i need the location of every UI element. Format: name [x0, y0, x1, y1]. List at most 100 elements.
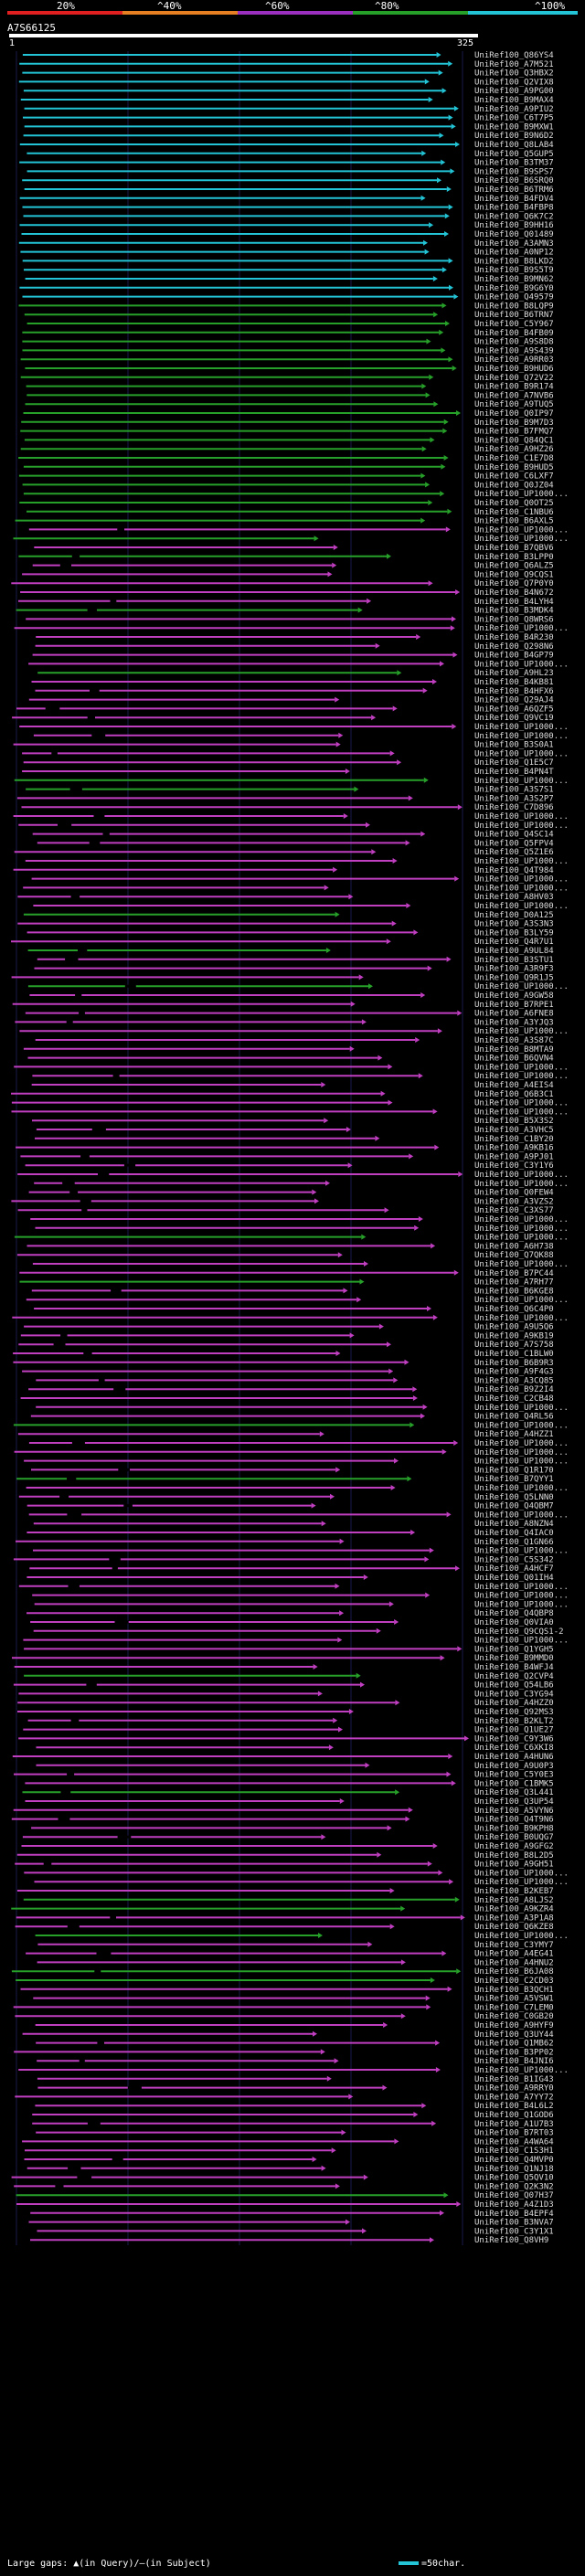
hit-label[interactable]: UniRef100_UP1000... — [474, 857, 569, 866]
hit-label[interactable]: UniRef100_UP1000... — [474, 1448, 569, 1458]
hit-label[interactable]: UniRef100_A7RH77 — [474, 1278, 554, 1288]
hit-label[interactable]: UniRef100_Q9CQS1 — [474, 570, 554, 579]
hit-label[interactable]: UniRef100_B4FDV4 — [474, 195, 554, 204]
hit-label[interactable]: UniRef100_A9HYF9 — [474, 2021, 554, 2030]
hit-label[interactable]: UniRef100_A9KB16 — [474, 1144, 554, 1153]
hit-label[interactable]: UniRef100_B9HH16 — [474, 221, 554, 230]
hit-label[interactable]: UniRef100_UP1000... — [474, 1637, 569, 1646]
hit-label[interactable]: UniRef100_B4L6L2 — [474, 2102, 554, 2111]
hit-label[interactable]: UniRef100_B3PP02 — [474, 2048, 554, 2057]
hit-label[interactable]: UniRef100_B6TRM6 — [474, 186, 554, 195]
hit-label[interactable]: UniRef100_B9MMD0 — [474, 1654, 554, 1663]
hit-label[interactable]: UniRef100_Q1GOD6 — [474, 2111, 554, 2120]
hit-label[interactable]: UniRef100_Q4T9N6 — [474, 1816, 554, 1825]
hit-label[interactable]: UniRef100_UP1000... — [474, 1171, 569, 1180]
hit-label[interactable]: UniRef100_B4JNI6 — [474, 2057, 554, 2066]
hit-label[interactable]: UniRef100_Q1NJ18 — [474, 2165, 554, 2174]
hit-label[interactable]: UniRef100_A1U7B3 — [474, 2120, 554, 2129]
hit-label[interactable]: UniRef100_B6SRQ0 — [474, 176, 554, 186]
hit-label[interactable]: UniRef100_UP1000... — [474, 660, 569, 669]
hit-label[interactable]: UniRef100_UP1000... — [474, 982, 569, 991]
hit-label[interactable]: UniRef100_B4LYH4 — [474, 598, 554, 607]
hit-label[interactable]: UniRef100_Q5FPV4 — [474, 839, 554, 848]
hit-label[interactable]: UniRef100_Q7P0Y0 — [474, 579, 554, 588]
hit-label[interactable]: UniRef100_UP1000... — [474, 1099, 569, 1108]
hit-label[interactable]: UniRef100_Q6B3C1 — [474, 1090, 554, 1099]
hit-label[interactable]: UniRef100_A6QZF5 — [474, 705, 554, 714]
hit-label[interactable]: UniRef100_A3S2P7 — [474, 794, 554, 803]
hit-label[interactable]: UniRef100_Q5GUP5 — [474, 150, 554, 159]
hit-label[interactable]: UniRef100_C5Y967 — [474, 320, 554, 329]
hit-label[interactable]: UniRef100_Q29AJ4 — [474, 696, 554, 705]
hit-label[interactable]: UniRef100_A9RRY0 — [474, 2084, 554, 2094]
hit-label[interactable]: UniRef100_A9KZR4 — [474, 1905, 554, 1914]
hit-label[interactable]: UniRef100_Q5QV10 — [474, 2174, 554, 2183]
hit-label[interactable]: UniRef100_UP1000... — [474, 1592, 569, 1601]
hit-label[interactable]: UniRef100_Q0JZ04 — [474, 481, 554, 490]
hit-label[interactable]: UniRef100_UP1000... — [474, 1878, 569, 1887]
hit-label[interactable]: UniRef100_B4FB09 — [474, 329, 554, 338]
hit-label[interactable]: UniRef100_B9M7D3 — [474, 419, 554, 428]
hit-label[interactable]: UniRef100_C7D896 — [474, 803, 554, 812]
hit-label[interactable]: UniRef100_UP1000... — [474, 525, 569, 535]
hit-label[interactable]: UniRef100_Q7QK88 — [474, 1251, 554, 1260]
hit-label[interactable]: UniRef100_Q5LNN0 — [474, 1493, 554, 1502]
hit-label[interactable]: UniRef100_Q07H37 — [474, 2191, 554, 2200]
hit-label[interactable]: UniRef100_C1BY20 — [474, 1135, 554, 1144]
hit-label[interactable]: UniRef100_Q1E5C7 — [474, 758, 554, 768]
hit-label[interactable]: UniRef100_A9GH51 — [474, 1860, 554, 1870]
hit-label[interactable]: UniRef100_UP1000... — [474, 1314, 569, 1323]
hit-label[interactable]: UniRef100_A3VHC5 — [474, 1126, 554, 1135]
hit-label[interactable]: UniRef100_UP1000... — [474, 1180, 569, 1189]
hit-label[interactable]: UniRef100_Q4IAC0 — [474, 1529, 554, 1538]
hit-label[interactable]: UniRef100_C1BMK5 — [474, 1779, 554, 1788]
hit-label[interactable]: UniRef100_A8LJS2 — [474, 1896, 554, 1905]
hit-label[interactable]: UniRef100_B1IG43 — [474, 2075, 554, 2084]
hit-label[interactable]: UniRef100_C3YMY7 — [474, 1941, 554, 1950]
hit-label[interactable]: UniRef100_C5Y0E3 — [474, 1771, 554, 1780]
hit-label[interactable]: UniRef100_UP1000... — [474, 1260, 569, 1269]
hit-label[interactable]: UniRef100_UP1000... — [474, 777, 569, 786]
hit-label[interactable]: UniRef100_B8LQP9 — [474, 302, 554, 311]
hit-label[interactable]: UniRef100_Q6C4P0 — [474, 1305, 554, 1314]
hit-label[interactable]: UniRef100_A9U0P3 — [474, 1762, 554, 1771]
hit-label[interactable]: UniRef100_B6JA08 — [474, 1967, 554, 1977]
hit-label[interactable]: UniRef100_Q4QBM7 — [474, 1502, 554, 1511]
hit-label[interactable]: UniRef100_A4Z1D3 — [474, 2200, 554, 2210]
hit-label[interactable]: UniRef100_A9TUQ5 — [474, 400, 554, 409]
hit-label[interactable]: UniRef100_A7S758 — [474, 1341, 554, 1350]
hit-label[interactable]: UniRef100_C5S342 — [474, 1555, 554, 1564]
hit-label[interactable]: UniRef100_UP1000... — [474, 1583, 569, 1592]
hit-label[interactable]: UniRef100_Q72V22 — [474, 374, 554, 383]
hit-label[interactable]: UniRef100_UP1000... — [474, 1869, 569, 1878]
hit-label[interactable]: UniRef100_UP1000... — [474, 884, 569, 893]
hit-label[interactable]: UniRef100_A9HZ26 — [474, 445, 554, 454]
hit-label[interactable]: UniRef100_B9G6Y0 — [474, 284, 554, 293]
hit-label[interactable]: UniRef100_Q01489 — [474, 230, 554, 239]
hit-label[interactable]: UniRef100_B4GP79 — [474, 652, 554, 661]
hit-label[interactable]: UniRef100_A4HNU2 — [474, 1958, 554, 1967]
hit-label[interactable]: UniRef100_B9HUD5 — [474, 463, 554, 472]
hit-label[interactable]: UniRef100_B3TM37 — [474, 159, 554, 168]
hit-label[interactable]: UniRef100_B7RPE1 — [474, 1001, 554, 1010]
hit-label[interactable]: UniRef100_C9Y3W6 — [474, 1734, 554, 1744]
hit-label[interactable]: UniRef100_C6T7P5 — [474, 114, 554, 123]
hit-label[interactable]: UniRef100_D0A125 — [474, 911, 554, 920]
hit-label[interactable]: UniRef100_Q8LAB4 — [474, 141, 554, 150]
hit-label[interactable]: UniRef100_B2KLT2 — [474, 1717, 554, 1726]
hit-label[interactable]: UniRef100_Q01IH4 — [474, 1574, 554, 1583]
hit-label[interactable]: UniRef100_UP1000... — [474, 1215, 569, 1224]
hit-label[interactable]: UniRef100_C1S3H1 — [474, 2147, 554, 2156]
hit-label[interactable]: UniRef100_C2CB48 — [474, 1394, 554, 1404]
hit-label[interactable]: UniRef100_A7NVB6 — [474, 391, 554, 400]
hit-label[interactable]: UniRef100_UP1000... — [474, 1484, 569, 1493]
hit-label[interactable]: UniRef100_B3NVA7 — [474, 2219, 554, 2228]
hit-label[interactable]: UniRef100_UP1000... — [474, 1108, 569, 1117]
hit-label[interactable]: UniRef100_UP1000... — [474, 1072, 569, 1081]
hit-label[interactable]: UniRef100_Q9VC19 — [474, 714, 554, 723]
hit-label[interactable]: UniRef100_Q8VH9 — [474, 2236, 548, 2245]
hit-label[interactable]: UniRef100_UP1000... — [474, 1404, 569, 1413]
hit-label[interactable]: UniRef100_A3S3N3 — [474, 920, 554, 929]
hit-label[interactable]: UniRef100_C6LXF7 — [474, 472, 554, 482]
hit-label[interactable]: UniRef100_A3S87C — [474, 1036, 554, 1045]
